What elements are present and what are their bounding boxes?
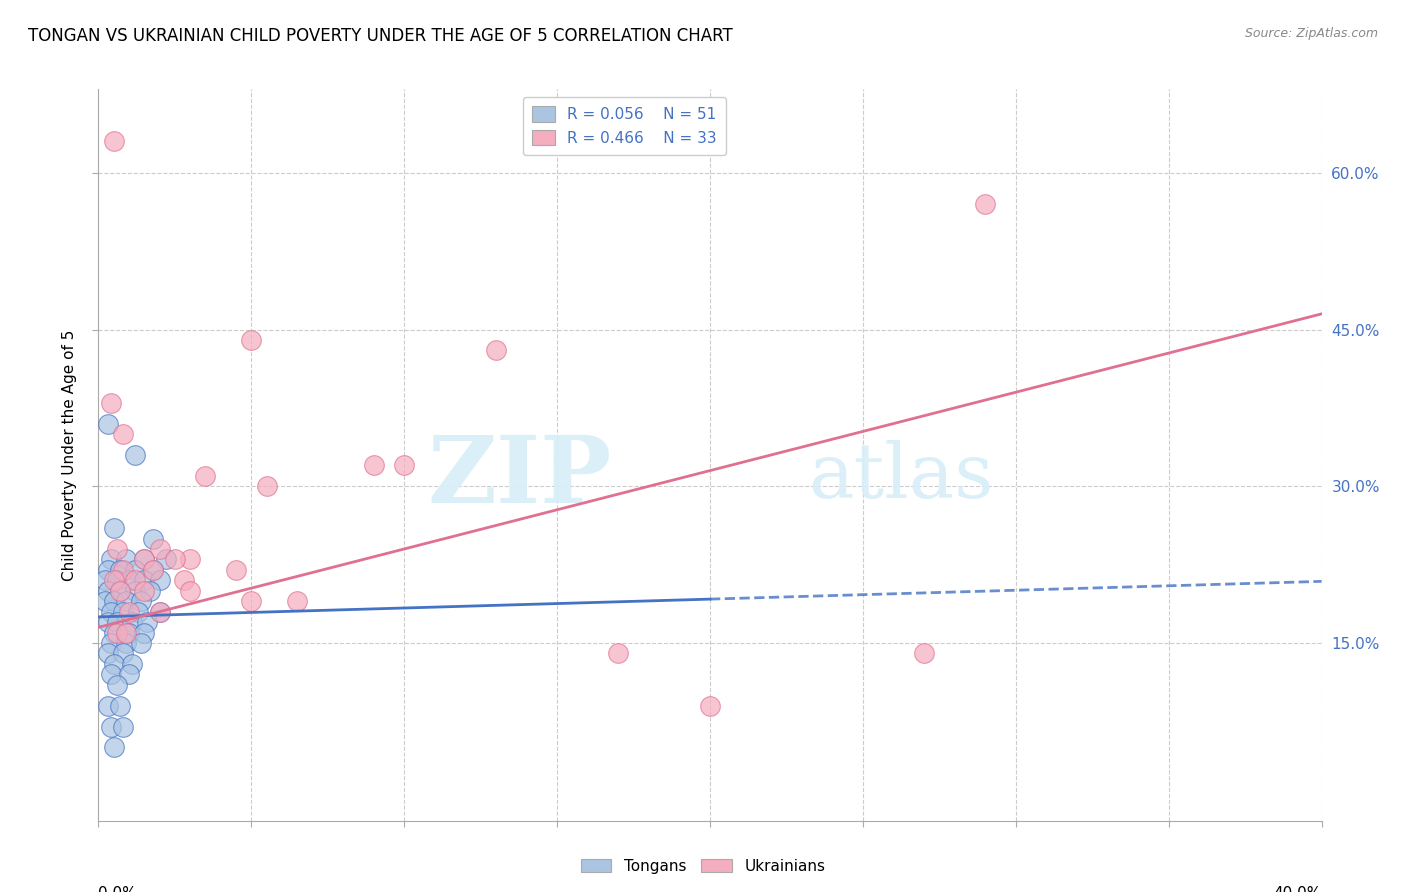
Point	[100, 605, 122, 619]
Point	[163, 552, 186, 566]
Point	[134, 583, 156, 598]
Point	[142, 563, 165, 577]
Text: TONGAN VS UKRAINIAN CHILD POVERTY UNDER THE AGE OF 5 CORRELATION CHART: TONGAN VS UKRAINIAN CHILD POVERTY UNDER …	[28, 27, 733, 45]
Point	[115, 594, 138, 608]
Point	[111, 605, 134, 619]
Point	[103, 521, 125, 535]
Point	[134, 552, 156, 566]
Point	[173, 574, 195, 588]
Point	[124, 448, 146, 462]
Point	[118, 667, 141, 681]
Point	[124, 583, 146, 598]
Point	[103, 594, 125, 608]
Point	[225, 563, 247, 577]
Point	[392, 458, 416, 473]
Point	[149, 605, 172, 619]
Point	[121, 657, 143, 671]
Point	[129, 594, 152, 608]
Point	[118, 605, 141, 619]
Point	[97, 583, 120, 598]
Point	[108, 698, 131, 713]
Point	[142, 563, 165, 577]
Point	[108, 583, 131, 598]
Y-axis label: Child Poverty Under the Age of 5: Child Poverty Under the Age of 5	[62, 329, 77, 581]
Point	[105, 574, 128, 588]
Text: 0.0%: 0.0%	[98, 887, 138, 892]
Point	[363, 458, 385, 473]
Point	[115, 636, 138, 650]
Point	[111, 720, 134, 734]
Point	[103, 625, 125, 640]
Point	[103, 135, 125, 149]
Point	[103, 740, 125, 755]
Point	[108, 563, 131, 577]
Point	[105, 615, 128, 629]
Point	[124, 563, 146, 577]
Point	[97, 647, 120, 661]
Point	[285, 594, 308, 608]
Point	[118, 574, 141, 588]
Point	[105, 625, 128, 640]
Point	[912, 647, 935, 661]
Point	[100, 552, 122, 566]
Point	[115, 625, 138, 640]
Point	[155, 552, 177, 566]
Point	[240, 594, 263, 608]
Point	[108, 583, 131, 598]
Point	[149, 605, 172, 619]
Point	[105, 541, 128, 556]
Point	[149, 574, 172, 588]
Text: ZIP: ZIP	[427, 432, 612, 522]
Point	[134, 574, 156, 588]
Point	[127, 605, 149, 619]
Point	[97, 417, 120, 431]
Point	[105, 678, 128, 692]
Text: Source: ZipAtlas.com: Source: ZipAtlas.com	[1244, 27, 1378, 40]
Point	[134, 552, 156, 566]
Point	[194, 468, 217, 483]
Legend: R = 0.056    N = 51, R = 0.466    N = 33: R = 0.056 N = 51, R = 0.466 N = 33	[523, 97, 725, 155]
Point	[118, 625, 141, 640]
Point	[699, 698, 721, 713]
Point	[100, 720, 122, 734]
Point	[149, 541, 172, 556]
Text: 40.0%: 40.0%	[1274, 887, 1322, 892]
Point	[179, 552, 201, 566]
Point	[485, 343, 508, 358]
Legend: Tongans, Ukrainians: Tongans, Ukrainians	[575, 853, 831, 880]
Point	[115, 552, 138, 566]
Point	[111, 427, 134, 442]
Point	[97, 698, 120, 713]
Point	[100, 395, 122, 409]
Point	[97, 563, 120, 577]
Point	[121, 615, 143, 629]
Point	[256, 479, 278, 493]
Point	[136, 615, 159, 629]
Point	[142, 532, 165, 546]
Point	[240, 333, 263, 347]
Point	[97, 615, 120, 629]
Point	[111, 563, 134, 577]
Point	[124, 574, 146, 588]
Point	[93, 594, 115, 608]
Point	[134, 625, 156, 640]
Point	[129, 636, 152, 650]
Point	[103, 657, 125, 671]
Point	[103, 574, 125, 588]
Point	[93, 574, 115, 588]
Point	[974, 197, 997, 211]
Point	[111, 647, 134, 661]
Point	[100, 667, 122, 681]
Point	[179, 583, 201, 598]
Point	[139, 583, 162, 598]
Point	[100, 636, 122, 650]
Text: atlas: atlas	[808, 440, 993, 514]
Point	[607, 647, 630, 661]
